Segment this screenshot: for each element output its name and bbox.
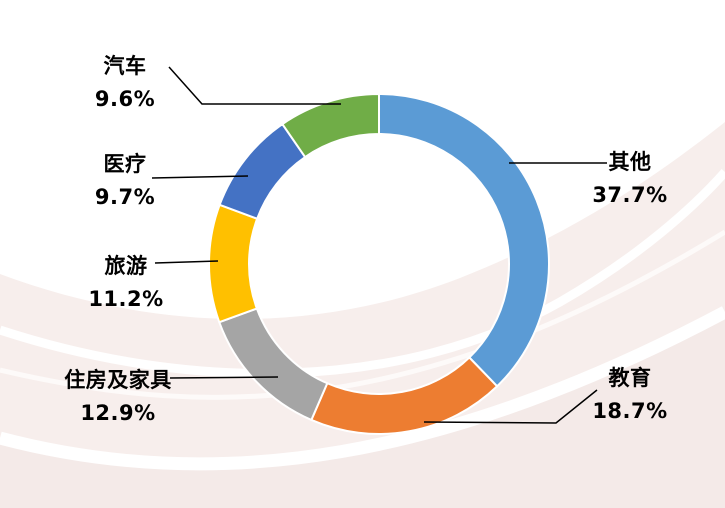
leader-line-travel [154,260,219,264]
swoosh-streak-1 [0,169,725,378]
donut-ring [207,93,550,435]
data-label-medical: 医疗 9.7% [95,148,155,214]
swoosh-streak-3 [0,306,725,471]
pie-slice-3 [207,203,259,324]
data-label-other-value: 37.7% [592,183,668,207]
data-label-car-name: 汽车 [103,54,147,78]
data-label-housing-furniture-value: 12.9% [80,401,156,425]
data-label-other-name: 其他 [608,150,652,174]
data-label-travel-name: 旅游 [104,254,148,278]
leader-lines [151,66,607,424]
data-label-medical-value: 9.7% [94,185,156,209]
pie-slice-5 [281,93,380,159]
data-label-education: 教育 18.7% [592,362,667,428]
data-label-travel-value: 11.2% [88,287,164,311]
leader-line-car [168,66,341,105]
data-label-education-value: 18.7% [592,399,668,423]
leader-line-housing-furniture [169,376,279,379]
leader-line-education [423,389,598,424]
data-label-car-value: 9.6% [94,87,156,111]
data-label-education-name: 教育 [608,366,652,390]
data-label-medical-name: 医疗 [103,152,147,176]
data-label-travel: 旅游 11.2% [88,250,163,316]
data-label-other: 其他 37.7% [592,146,667,212]
pie-slice-2 [218,307,329,421]
data-label-housing-furniture: 住房及家具 12.9% [64,364,172,430]
swoosh-band-bottom [0,318,725,508]
data-label-housing-furniture-name: 住房及家具 [64,368,172,392]
pie-slice-0 [378,93,550,388]
leader-line-medical [151,175,249,179]
data-label-car: 汽车 9.6% [95,50,155,116]
